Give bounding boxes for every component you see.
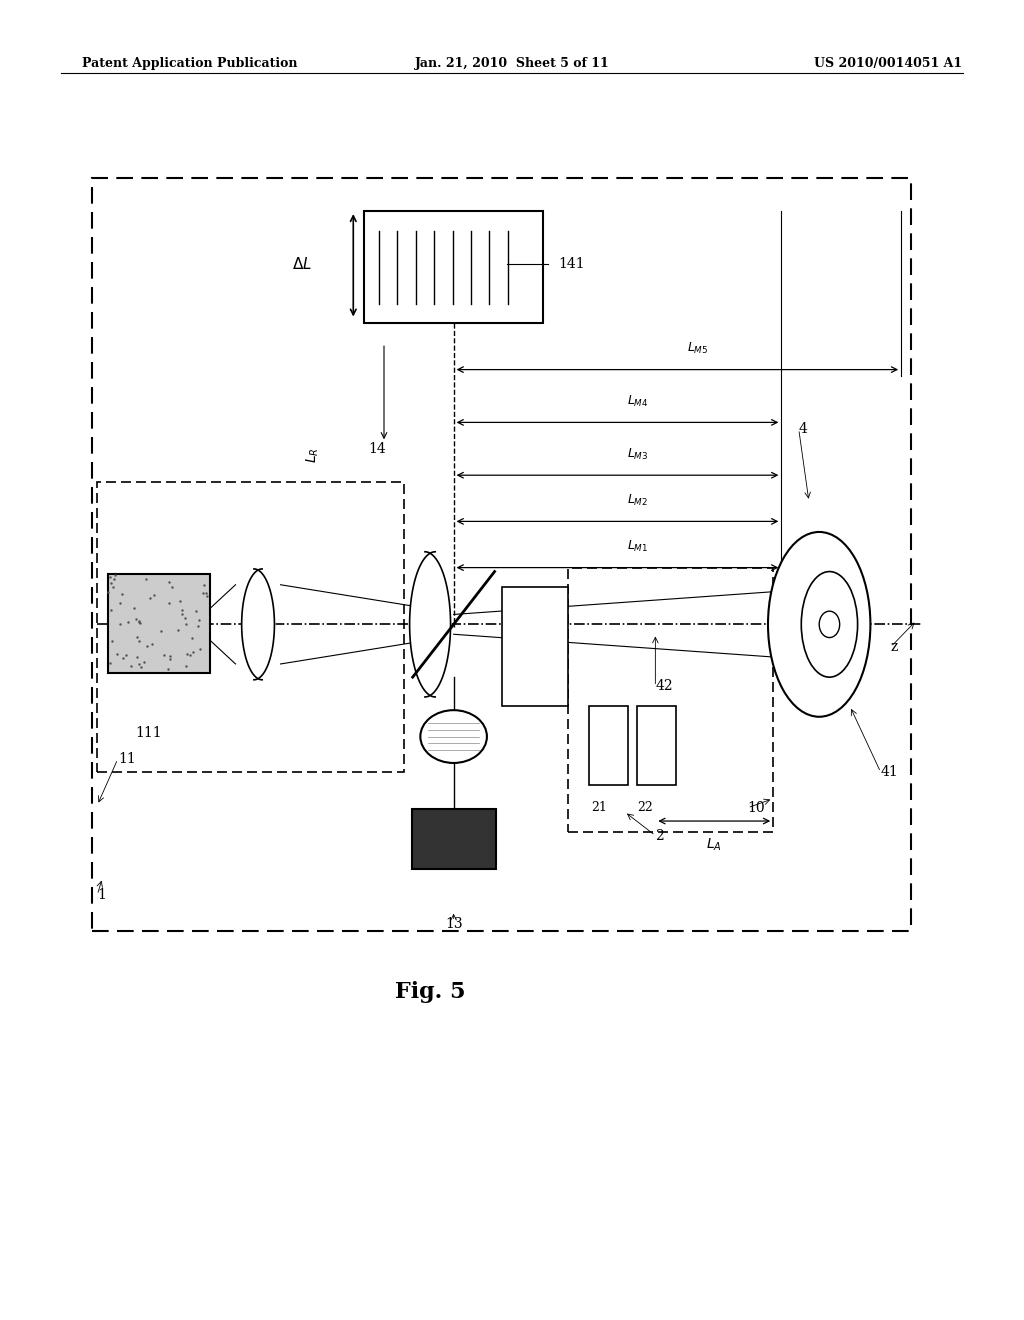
Bar bbox=[364, 211, 543, 323]
Text: $L_A$: $L_A$ bbox=[706, 837, 722, 853]
Text: $L_{M4}$: $L_{M4}$ bbox=[628, 395, 648, 409]
Bar bbox=[97, 482, 404, 772]
Text: 2: 2 bbox=[655, 829, 665, 842]
Text: Fig. 5: Fig. 5 bbox=[395, 981, 465, 1003]
Text: 22: 22 bbox=[637, 801, 653, 814]
Text: $L_{M5}$: $L_{M5}$ bbox=[687, 342, 709, 356]
Text: 1: 1 bbox=[97, 888, 106, 902]
Text: US 2010/0014051 A1: US 2010/0014051 A1 bbox=[814, 57, 963, 70]
Ellipse shape bbox=[768, 532, 870, 717]
Bar bbox=[637, 706, 676, 785]
Bar bbox=[589, 706, 628, 785]
Text: 42: 42 bbox=[655, 680, 673, 693]
Bar bbox=[412, 809, 496, 869]
Ellipse shape bbox=[802, 572, 858, 677]
Text: Patent Application Publication: Patent Application Publication bbox=[82, 57, 297, 70]
Text: 10: 10 bbox=[748, 801, 765, 814]
Ellipse shape bbox=[420, 710, 487, 763]
Text: A: A bbox=[850, 568, 860, 581]
Bar bbox=[92, 178, 911, 931]
Text: z: z bbox=[891, 640, 898, 653]
Text: $\Delta L$: $\Delta L$ bbox=[292, 256, 312, 272]
Text: 12: 12 bbox=[435, 719, 453, 733]
Text: 11: 11 bbox=[119, 752, 136, 766]
Text: $L_{M3}$: $L_{M3}$ bbox=[628, 447, 648, 462]
Text: 21: 21 bbox=[591, 801, 607, 814]
Ellipse shape bbox=[819, 611, 840, 638]
Text: 41: 41 bbox=[881, 766, 898, 779]
Text: $L_{M2}$: $L_{M2}$ bbox=[628, 494, 648, 508]
Text: 141: 141 bbox=[558, 257, 585, 271]
Text: 14: 14 bbox=[369, 442, 386, 455]
Text: $L_{M1}$: $L_{M1}$ bbox=[628, 540, 648, 554]
Text: 4: 4 bbox=[799, 422, 808, 436]
Text: $L_R$: $L_R$ bbox=[304, 447, 321, 463]
Bar bbox=[568, 568, 773, 832]
Bar bbox=[502, 587, 568, 706]
Text: Jan. 21, 2010  Sheet 5 of 11: Jan. 21, 2010 Sheet 5 of 11 bbox=[415, 57, 609, 70]
Text: 13: 13 bbox=[444, 917, 463, 931]
Text: 3: 3 bbox=[527, 667, 537, 680]
Text: 111: 111 bbox=[135, 726, 162, 739]
Bar bbox=[108, 574, 210, 673]
